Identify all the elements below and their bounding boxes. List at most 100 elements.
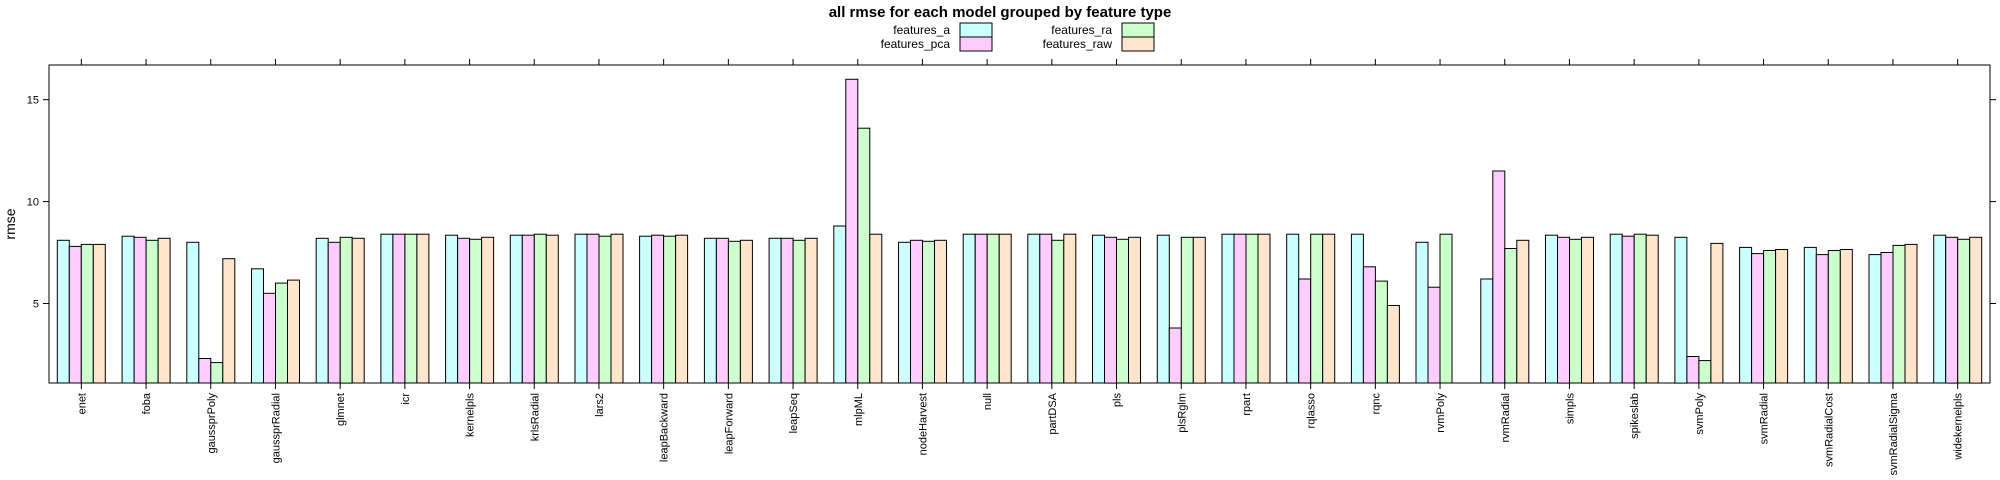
x-tick-label-svmradialcost: svmRadialCost <box>1823 393 1835 467</box>
y-axis-label: rmse <box>2 208 18 239</box>
bars <box>56 78 1983 384</box>
bar-svmradial-features-pca <box>1751 253 1765 384</box>
bar-enet-features-a <box>56 239 70 384</box>
bar-kernelpls-features-a <box>445 234 459 384</box>
bar-nodeharvest-features-a <box>898 241 911 384</box>
y-tick-label: 10 <box>27 197 39 209</box>
bar-gaussprpoly-features-pca <box>198 358 212 384</box>
legend-label-features-ra: features_ra <box>1051 23 1112 37</box>
bar-rpart-features-a <box>1221 233 1235 384</box>
bar-svmpoly-features-a <box>1674 236 1688 384</box>
bar-gaussprpoly-features-raw <box>222 258 236 384</box>
bar-svmpoly-features-pca <box>1686 356 1700 384</box>
x-tick-label-partdsa: partDSA <box>1047 392 1059 434</box>
bar-spikeslab-features-pca <box>1621 235 1635 384</box>
bar-glmnet-features-pca <box>327 241 341 384</box>
bar-leapbackward-features-raw <box>675 234 689 384</box>
bar-krlsradial-features-pca <box>521 234 535 384</box>
x-tick-label-widekernelpls: widekernelpls <box>1953 393 1965 461</box>
bar-rqnc-features-raw <box>1386 305 1400 384</box>
bar-lars2-features-ra <box>598 235 612 384</box>
bar-leapseq-features-a <box>768 237 782 384</box>
bar-rvmpoly-features-pca <box>1427 286 1441 384</box>
chart-title: all rmse for each model grouped by featu… <box>829 4 1172 21</box>
bar-plsrglm-features-a <box>1156 234 1170 384</box>
y-axis: 5 10 15 <box>27 95 1996 311</box>
bar-krlsradial-features-a <box>509 234 523 384</box>
bar-leapforward-features-ra <box>727 240 741 384</box>
bar-simpls-features-ra <box>1569 238 1582 384</box>
bar-partdsa-features-a <box>1027 233 1041 384</box>
legend-swatch-features-pca <box>959 36 993 52</box>
bar-rqlasso-features-ra <box>1310 233 1324 384</box>
bar-svmradialcost-features-raw <box>1839 249 1853 384</box>
x-tick-label-gaussprpoly: gaussprPoly <box>206 393 218 454</box>
bar-widekernelpls-features-ra <box>1957 238 1971 384</box>
x-tick-label-rqlasso: rqlasso <box>1306 393 1318 428</box>
bar-svmradialcost-features-a <box>1803 246 1817 384</box>
bar-plsrglm-features-pca <box>1168 327 1182 384</box>
bar-plsrglm-features-raw <box>1192 236 1206 384</box>
bar-rpart-features-raw <box>1257 233 1271 384</box>
bar-nodeharvest-features-ra <box>922 240 935 384</box>
bar-kernelpls-features-raw <box>481 236 495 384</box>
x-tick-label-gaussprradial: gaussprRadial <box>271 393 283 463</box>
bar-gaussprpoly-features-ra <box>210 362 224 384</box>
bar-nodeharvest-features-raw <box>934 239 947 384</box>
bar-rqnc-features-a <box>1350 233 1364 384</box>
bar-foba-features-raw <box>157 237 171 384</box>
bar-gaussprradial-features-pca <box>263 292 276 384</box>
bar-lars2-features-pca <box>586 233 600 384</box>
x-tick-label-leapbackward: leapBackward <box>659 393 671 462</box>
bar-spikeslab-features-raw <box>1645 234 1659 384</box>
bar-foba-features-ra <box>145 239 159 384</box>
bar-leapforward-features-a <box>703 237 717 384</box>
bar-rqnc-features-ra <box>1374 280 1388 384</box>
bar-leapbackward-features-a <box>639 235 653 384</box>
bar-svmradialcost-features-pca <box>1815 254 1829 384</box>
x-tick-label-spikeslab: spikeslab <box>1629 393 1641 439</box>
bar-svmradial-features-ra <box>1763 250 1777 384</box>
x-tick-label-simpls: simpls <box>1565 393 1577 425</box>
legend-label-features-pca: features_pca <box>881 37 951 51</box>
x-tick-label-icr: icr <box>400 393 412 405</box>
bar-simpls-features-a <box>1545 234 1558 384</box>
x-tick-label-enet: enet <box>76 393 88 414</box>
x-tick-label-svmradialsigma: svmRadialSigma <box>1888 392 1900 475</box>
bar-null-features-a <box>962 233 976 384</box>
bar-pls-features-a <box>1092 234 1105 384</box>
bar-krlsradial-features-raw <box>545 234 559 384</box>
bar-gaussprradial-features-a <box>251 268 264 384</box>
x-tick-label-leapforward: leapForward <box>723 393 735 454</box>
bar-rqnc-features-pca <box>1362 266 1376 384</box>
plot-frame <box>48 64 1991 384</box>
x-tick-label-mlpml: mlpML <box>853 393 865 426</box>
bar-svmradial-features-a <box>1739 246 1753 384</box>
y-tick-label: 5 <box>33 299 39 311</box>
bar-simpls-features-raw <box>1581 236 1594 384</box>
bar-rpart-features-pca <box>1233 233 1247 384</box>
bar-leapseq-features-raw <box>804 237 818 384</box>
x-tick-label-foba: foba <box>141 392 153 414</box>
bar-svmpoly-features-raw <box>1710 242 1724 384</box>
legend-swatch-features-ra <box>1121 22 1155 38</box>
bar-enet-features-pca <box>68 245 82 384</box>
bar-svmradialcost-features-ra <box>1827 250 1841 384</box>
bar-mlpml-features-raw <box>869 233 883 384</box>
bar-svmradial-features-raw <box>1775 249 1789 384</box>
legend-label-features-raw: features_raw <box>1043 37 1113 51</box>
bar-enet-features-ra <box>80 243 94 384</box>
x-tick-label-rpart: rpart <box>1241 393 1253 416</box>
bar-widekernelpls-features-raw <box>1969 236 1983 384</box>
x-tick-label-nodeharvest: nodeHarvest <box>918 393 930 455</box>
bar-glmnet-features-raw <box>351 237 365 384</box>
bar-plsrglm-features-ra <box>1180 236 1194 384</box>
bar-spikeslab-features-ra <box>1633 233 1647 384</box>
bar-rvmradial-features-a <box>1480 278 1494 384</box>
bar-simpls-features-pca <box>1557 236 1570 384</box>
bar-rvmpoly-features-a <box>1415 241 1429 384</box>
bar-svmradialsigma-features-raw <box>1904 243 1918 384</box>
x-tick-label-svmradial: svmRadial <box>1759 393 1771 444</box>
x-tick-label-glmnet: glmnet <box>335 393 347 426</box>
bar-icr-features-ra <box>404 233 418 384</box>
